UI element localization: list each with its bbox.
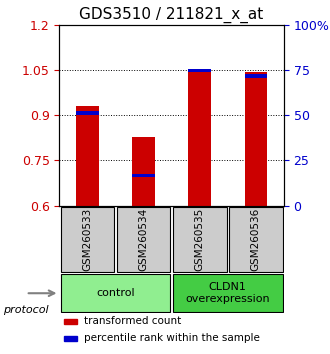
Text: transformed count: transformed count xyxy=(84,316,181,326)
Bar xyxy=(76,106,99,206)
Bar xyxy=(245,72,267,206)
FancyBboxPatch shape xyxy=(229,207,283,272)
Text: control: control xyxy=(96,288,135,298)
Text: GSM260536: GSM260536 xyxy=(251,208,261,271)
Text: GSM260534: GSM260534 xyxy=(139,208,148,271)
FancyBboxPatch shape xyxy=(173,274,283,312)
Text: GSM260535: GSM260535 xyxy=(195,208,205,271)
FancyBboxPatch shape xyxy=(60,207,115,272)
Bar xyxy=(76,111,99,115)
Text: GSM260533: GSM260533 xyxy=(82,208,92,271)
FancyBboxPatch shape xyxy=(173,207,227,272)
Text: protocol: protocol xyxy=(3,305,49,315)
Text: percentile rank within the sample: percentile rank within the sample xyxy=(84,333,260,343)
Text: CLDN1
overexpression: CLDN1 overexpression xyxy=(185,282,270,304)
FancyBboxPatch shape xyxy=(116,207,171,272)
Bar xyxy=(188,70,211,206)
Title: GDS3510 / 211821_x_at: GDS3510 / 211821_x_at xyxy=(80,7,264,23)
FancyBboxPatch shape xyxy=(60,274,171,312)
Bar xyxy=(245,74,267,78)
Bar xyxy=(188,69,211,73)
Bar xyxy=(132,137,155,206)
Bar xyxy=(64,319,77,324)
Bar xyxy=(132,174,155,177)
Bar xyxy=(64,336,77,341)
